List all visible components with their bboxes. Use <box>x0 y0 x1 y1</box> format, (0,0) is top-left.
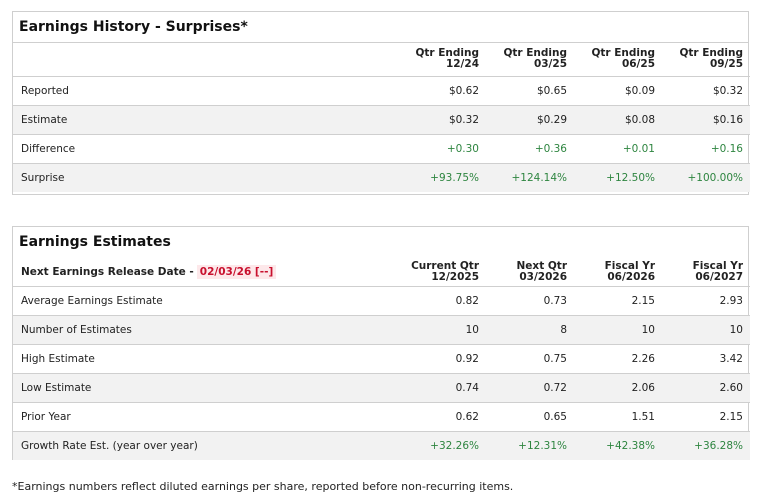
cell-value: 10 <box>641 323 655 336</box>
row-label: Difference <box>21 142 76 155</box>
column-header: Qtr Ending 06/25 <box>591 47 655 71</box>
column-header: Fiscal Yr 06/2027 <box>692 259 743 283</box>
table-row: Estimate $0.32 $0.29 $0.08 $0.16 <box>13 105 750 134</box>
row-label: Low Estimate <box>21 381 92 394</box>
cell-value: 3.42 <box>719 352 743 365</box>
column-header: Qtr Ending 12/24 <box>415 47 479 71</box>
row-label: Growth Rate Est. (year over year) <box>21 439 198 452</box>
cell-value: 2.26 <box>631 352 655 365</box>
earnings-estimates-title: Earnings Estimates <box>19 234 171 250</box>
table-row: Growth Rate Est. (year over year) +32.26… <box>13 431 750 460</box>
next-release-info: Next Earnings Release Date -02/03/26 [--… <box>13 258 398 286</box>
row-label: Reported <box>21 84 69 97</box>
cell-value: $0.09 <box>624 84 655 97</box>
cell-value: 2.15 <box>631 294 655 307</box>
cell-value: $0.08 <box>624 113 655 126</box>
table-row: Difference +0.30 +0.36 +0.01 +0.16 <box>13 134 750 163</box>
cell-value: 0.62 <box>455 410 479 423</box>
cell-value: 0.72 <box>543 381 567 394</box>
cell-value: +12.50% <box>606 171 655 184</box>
table-row: Average Earnings Estimate 0.82 0.73 2.15… <box>13 286 750 315</box>
cell-value: $0.32 <box>712 84 743 97</box>
column-header: Current Qtr 12/2025 <box>411 259 479 283</box>
earnings-estimates-panel: Earnings Estimates Next Earnings Release… <box>12 226 750 460</box>
header-spacer <box>13 43 398 76</box>
table-row: Reported $0.62 $0.65 $0.09 $0.32 <box>13 76 750 105</box>
table-row: Prior Year 0.62 0.65 1.51 2.15 <box>13 402 750 431</box>
cell-value: +12.31% <box>518 439 567 452</box>
row-label: Average Earnings Estimate <box>21 294 163 307</box>
cell-value: +0.36 <box>534 142 567 155</box>
cell-value: $0.16 <box>712 113 743 126</box>
table-row: Surprise +93.75% +124.14% +12.50% +100.0… <box>13 163 750 192</box>
cell-value: +0.30 <box>446 142 479 155</box>
column-header: Qtr Ending 09/25 <box>679 47 743 71</box>
next-release-date[interactable]: 02/03/26 [--] <box>196 264 277 279</box>
cell-value: +0.01 <box>622 142 655 155</box>
column-header: Fiscal Yr 06/2026 <box>604 259 655 283</box>
earnings-estimates-table: Next Earnings Release Date -02/03/26 [--… <box>13 258 750 460</box>
table-header-row: Next Earnings Release Date -02/03/26 [--… <box>13 258 750 286</box>
row-label: Prior Year <box>21 410 71 423</box>
cell-value: 0.75 <box>543 352 567 365</box>
cell-value: +93.75% <box>430 171 479 184</box>
cell-value: 0.73 <box>543 294 567 307</box>
cell-value: 10 <box>465 323 479 336</box>
next-release-label: Next Earnings Release Date - <box>21 265 194 278</box>
cell-value: 2.15 <box>719 410 743 423</box>
cell-value: 0.65 <box>543 410 567 423</box>
cell-value: 0.82 <box>455 294 479 307</box>
row-label: Number of Estimates <box>21 323 132 336</box>
earnings-history-table: Qtr Ending 12/24 Qtr Ending 03/25 Qtr Endi… <box>13 43 750 192</box>
cell-value: +36.28% <box>694 439 743 452</box>
earnings-history-title: Earnings History - Surprises* <box>13 12 748 43</box>
cell-value: 1.51 <box>631 410 655 423</box>
cell-value: +124.14% <box>511 171 567 184</box>
footnote: *Earnings numbers reflect diluted earnin… <box>12 480 514 493</box>
cell-value: 2.93 <box>719 294 743 307</box>
earnings-history-panel: Earnings History - Surprises* Qtr Ending… <box>12 11 750 195</box>
cell-value: 2.60 <box>719 381 743 394</box>
table-row: Low Estimate 0.74 0.72 2.06 2.60 <box>13 373 750 402</box>
column-header: Qtr Ending 03/25 <box>503 47 567 71</box>
cell-value: $0.62 <box>448 84 479 97</box>
cell-value: 2.06 <box>631 381 655 394</box>
cell-value: $0.65 <box>536 84 567 97</box>
table-row: Number of Estimates 10 8 10 10 <box>13 315 750 344</box>
cell-value: $0.32 <box>448 113 479 126</box>
column-header: Next Qtr 03/2026 <box>516 259 567 283</box>
row-label: Estimate <box>21 113 68 126</box>
table-header-row: Qtr Ending 12/24 Qtr Ending 03/25 Qtr Endi… <box>13 43 750 76</box>
row-label: High Estimate <box>21 352 95 365</box>
table-row: High Estimate 0.92 0.75 2.26 3.42 <box>13 344 750 373</box>
cell-value: $0.29 <box>536 113 567 126</box>
cell-value: 8 <box>560 323 567 336</box>
row-label: Surprise <box>21 171 65 184</box>
cell-value: +32.26% <box>430 439 479 452</box>
cell-value: +100.00% <box>687 171 743 184</box>
cell-value: 0.92 <box>455 352 479 365</box>
cell-value: 0.74 <box>455 381 479 394</box>
cell-value: +0.16 <box>710 142 743 155</box>
cell-value: +42.38% <box>606 439 655 452</box>
cell-value: 10 <box>729 323 743 336</box>
